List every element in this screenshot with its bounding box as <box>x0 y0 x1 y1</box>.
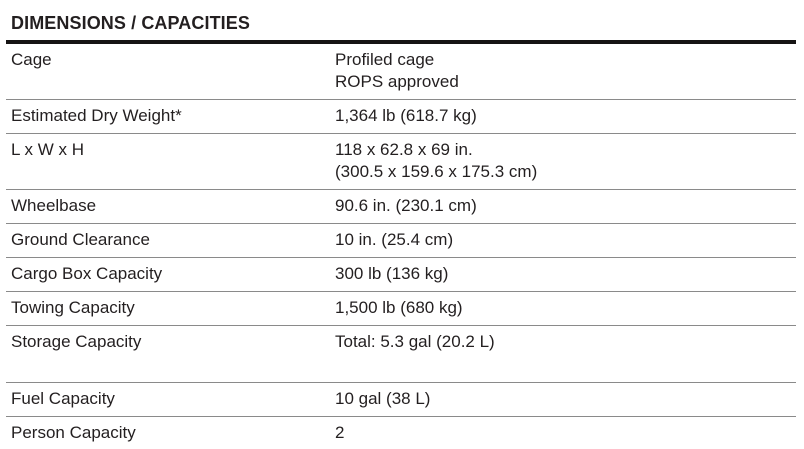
spec-value-line: (300.5 x 159.6 x 175.3 cm) <box>335 162 538 181</box>
table-row-ground-clearance: Ground Clearance 10 in. (25.4 cm) <box>6 224 796 258</box>
table-row-cage: Cage Profiled cage ROPS approved <box>6 44 796 100</box>
spec-value-line: 90.6 in. (230.1 cm) <box>335 196 477 215</box>
spec-label: L x W x H <box>11 140 85 159</box>
spec-value-line: ROPS approved <box>335 72 459 91</box>
spec-value: 1,500 lb (680 kg) <box>335 297 796 319</box>
spec-label: Cage <box>11 50 52 69</box>
spec-value-line: 10 in. (25.4 cm) <box>335 230 454 249</box>
dimensions-capacities-section: DIMENSIONS / CAPACITIES Cage Profiled ca… <box>6 10 796 449</box>
table-row-wheelbase: Wheelbase 90.6 in. (230.1 cm) <box>6 190 796 224</box>
spec-label: Ground Clearance <box>11 230 150 249</box>
spec-value-line: 118 x 62.8 x 69 in. <box>335 140 473 159</box>
spec-value-line: 1,364 lb (618.7 kg) <box>335 106 477 125</box>
spec-value-line: Profiled cage <box>335 50 435 69</box>
table-row-fuel: Fuel Capacity 10 gal (38 L) <box>6 383 796 417</box>
spec-label: Towing Capacity <box>11 298 135 317</box>
spec-value-line: 300 lb (136 kg) <box>335 264 449 283</box>
table-row-person: Person Capacity 2 <box>6 417 796 449</box>
spec-value-line: 10 gal (38 L) <box>335 389 431 408</box>
spec-label: Storage Capacity <box>11 332 142 351</box>
section-title: DIMENSIONS / CAPACITIES <box>11 13 250 33</box>
spec-value: 10 gal (38 L) <box>335 388 796 410</box>
spec-label: Wheelbase <box>11 196 97 215</box>
spec-value: 2 <box>335 422 796 444</box>
spec-value-line: 1,500 lb (680 kg) <box>335 298 463 317</box>
table-row-storage: Storage Capacity Total: 5.3 gal (20.2 L) <box>6 326 796 383</box>
spec-label: Cargo Box Capacity <box>11 264 163 283</box>
spec-value: 90.6 in. (230.1 cm) <box>335 195 796 217</box>
spec-value: Profiled cage ROPS approved <box>335 49 796 93</box>
table-row-dry-weight: Estimated Dry Weight* 1,364 lb (618.7 kg… <box>6 100 796 134</box>
spec-label: Fuel Capacity <box>11 389 115 408</box>
table-row-towing: Towing Capacity 1,500 lb (680 kg) <box>6 292 796 326</box>
spec-value-line: Total: 5.3 gal (20.2 L) <box>335 332 495 351</box>
title-divider-rule <box>6 40 796 44</box>
spec-value: Total: 5.3 gal (20.2 L) <box>335 331 796 353</box>
spec-value: 300 lb (136 kg) <box>335 263 796 285</box>
spec-value: 1,364 lb (618.7 kg) <box>335 105 796 127</box>
table-row-lwh: L x W x H 118 x 62.8 x 69 in. (300.5 x 1… <box>6 134 796 190</box>
spec-table: Cage Profiled cage ROPS approved Estimat… <box>6 44 796 449</box>
spec-value: 118 x 62.8 x 69 in. (300.5 x 159.6 x 175… <box>335 139 796 183</box>
table-row-cargo-box: Cargo Box Capacity 300 lb (136 kg) <box>6 258 796 292</box>
spec-label: Estimated Dry Weight* <box>11 106 182 125</box>
spec-label: Person Capacity <box>11 423 136 442</box>
spec-value-line: 2 <box>335 423 345 442</box>
spec-value: 10 in. (25.4 cm) <box>335 229 796 251</box>
